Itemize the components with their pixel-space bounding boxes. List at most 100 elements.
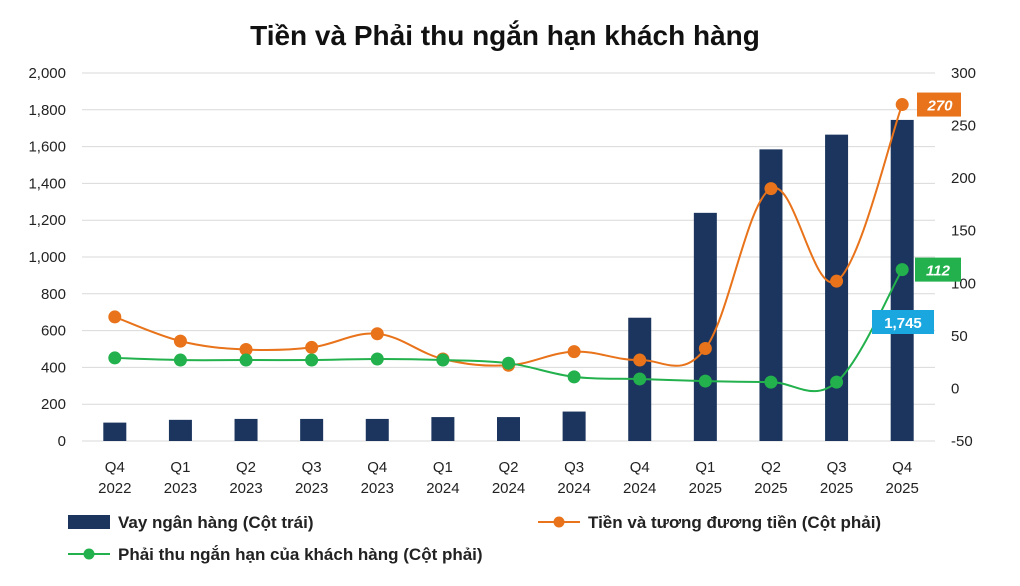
left-tick-label: 200	[41, 396, 66, 413]
bar	[234, 418, 258, 441]
legend-swatch	[83, 548, 95, 560]
x-tick-label: Q4	[367, 459, 387, 476]
series-point	[108, 310, 122, 324]
legend-swatch	[553, 516, 565, 528]
x-tick-label: 2024	[623, 480, 656, 497]
x-tick-label: 2024	[492, 480, 525, 497]
series-point	[173, 334, 187, 348]
x-tick-label: Q4	[630, 459, 650, 476]
series-point	[305, 353, 319, 367]
bar	[365, 418, 389, 441]
bar	[759, 149, 783, 442]
series-line	[114, 104, 904, 367]
right-tick-label: 0	[951, 380, 959, 397]
bar	[497, 417, 520, 441]
left-tick-label: 800	[41, 286, 66, 303]
callout-box	[915, 257, 961, 282]
x-axis: Q4 2022 Q1 2023 Q2 2023 Q3 2023 Q4 2023 Q1 2024 Q2 20…	[98, 459, 919, 497]
callout-box	[872, 310, 934, 334]
right-tick-label: 300	[951, 65, 976, 82]
series-point	[370, 352, 384, 366]
x-tick-label: Q3	[302, 459, 322, 476]
x-tick-label: 2022	[98, 480, 131, 497]
x-tick-label: Q1	[695, 459, 715, 476]
x-tick-label: 2023	[295, 480, 328, 497]
bar	[431, 417, 455, 441]
x-tick-label: 2023	[361, 480, 394, 497]
left-tick-label: 1,000	[28, 249, 66, 266]
value-callouts: 270 112 1,745	[872, 92, 961, 334]
bar	[693, 212, 717, 441]
series-point	[173, 353, 187, 367]
bar-series	[103, 119, 914, 442]
left-axis: 0 200 400 600 800 1,000 1,200 1,400 1,600 1,800 2,…	[28, 65, 66, 450]
x-tick-label: 2024	[426, 480, 459, 497]
right-tick-label: 150	[951, 223, 976, 240]
series-point	[830, 375, 844, 389]
series-point	[633, 353, 647, 367]
x-tick-label: Q3	[564, 459, 584, 476]
right-tick-label: 200	[951, 170, 976, 187]
x-tick-label: 2023	[164, 480, 197, 497]
series-point	[567, 370, 581, 384]
callout-box	[917, 92, 961, 117]
series-point	[698, 341, 712, 355]
x-tick-label: Q4	[892, 459, 912, 476]
left-tick-label: 0	[58, 433, 66, 450]
x-tick-label: Q2	[236, 459, 256, 476]
series-point	[567, 345, 581, 359]
x-tick-label: Q2	[761, 459, 781, 476]
right-tick-label: -50	[951, 433, 973, 450]
series-point	[895, 263, 909, 277]
left-tick-label: 1,400	[28, 175, 66, 192]
left-tick-label: 1,600	[28, 139, 66, 156]
series-point	[239, 343, 253, 357]
legend: Vay ngân hàng (Cột trái) Tiền và tương đư…	[68, 513, 881, 564]
bar	[825, 134, 849, 441]
callout-label: 270	[926, 98, 953, 115]
series-point	[830, 274, 844, 288]
x-tick-label: 2023	[229, 480, 262, 497]
series-point	[698, 374, 712, 388]
right-tick-label: 250	[951, 118, 976, 135]
left-tick-label: 2,000	[28, 65, 66, 82]
callout-label: 1,745	[884, 315, 922, 332]
x-tick-label: Q1	[170, 459, 190, 476]
left-tick-label: 400	[41, 359, 66, 376]
series-point	[764, 182, 778, 196]
x-tick-label: 2025	[820, 480, 853, 497]
line-series	[108, 98, 909, 393]
x-tick-label: Q3	[827, 459, 847, 476]
x-tick-label: 2025	[689, 480, 722, 497]
bar	[103, 422, 127, 441]
x-tick-label: 2025	[886, 480, 919, 497]
x-tick-label: Q4	[105, 459, 125, 476]
legend-label: Phải thu ngắn hạn của khách hàng (Cột ph…	[118, 545, 483, 564]
left-tick-label: 1,800	[28, 102, 66, 119]
legend-swatch	[68, 515, 110, 529]
bar	[168, 419, 192, 441]
bar	[890, 119, 914, 442]
x-tick-label: 2025	[754, 480, 787, 497]
series-point	[239, 353, 253, 367]
bar	[562, 411, 586, 441]
x-tick-label: 2024	[557, 480, 590, 497]
series-point	[436, 353, 450, 367]
callout-label: 112	[926, 263, 951, 280]
series-point	[370, 327, 384, 341]
x-tick-label: Q2	[498, 459, 518, 476]
bar	[300, 418, 324, 441]
series-point	[895, 98, 909, 112]
series-point	[108, 351, 122, 365]
series-point	[305, 340, 319, 354]
series-point	[764, 375, 778, 389]
legend-label: Vay ngân hàng (Cột trái)	[118, 513, 314, 532]
right-tick-label: 50	[951, 328, 968, 345]
chart-title: Tiền và Phải thu ngắn hạn khách hàng	[250, 20, 760, 51]
x-tick-label: Q1	[433, 459, 453, 476]
legend-label: Tiền và tương đương tiền (Cột phải)	[588, 513, 881, 532]
left-tick-label: 600	[41, 323, 66, 340]
